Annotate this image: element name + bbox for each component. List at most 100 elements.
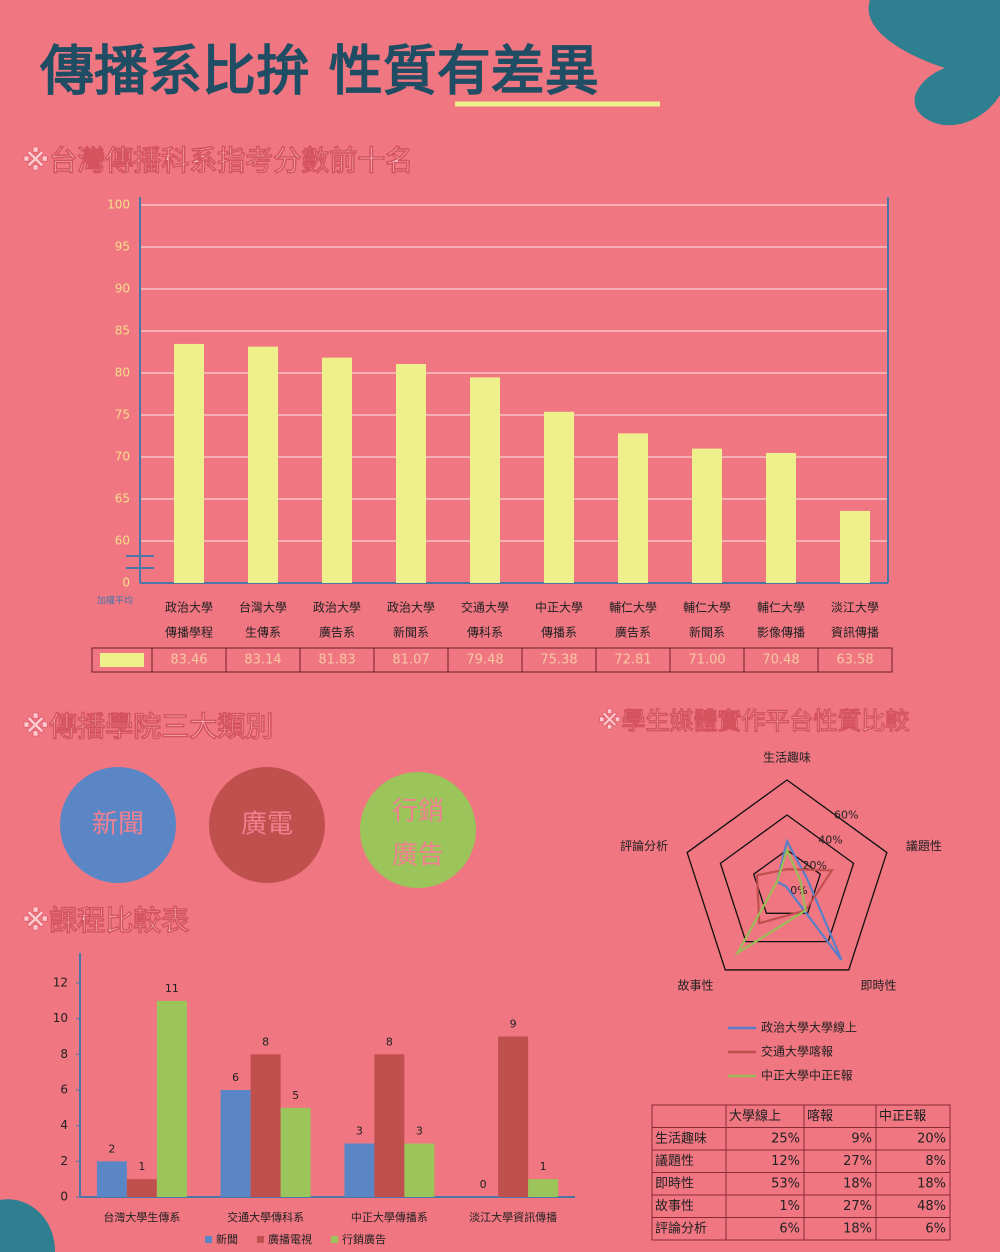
type-label: 廣告 — [392, 841, 444, 871]
bar — [470, 377, 500, 583]
type-circle — [209, 767, 325, 883]
bar — [692, 448, 722, 583]
section-title: ※傳播學院三大類別 — [22, 710, 273, 743]
data-label: 9 — [510, 1018, 517, 1031]
section-title: ※課程比較表 — [22, 904, 189, 937]
x-tick-label: 傳科系 — [467, 626, 503, 640]
bar — [126, 1179, 157, 1197]
x-tick-label: 政治大學 — [165, 601, 213, 615]
table-cell — [817, 647, 893, 673]
data-label: 2 — [108, 1142, 115, 1155]
value-label: 83.14 — [244, 653, 281, 668]
bar — [280, 1107, 311, 1197]
y-tick-label: 60 — [115, 534, 130, 548]
r-tick-label: 40% — [818, 834, 842, 847]
value-label: 71.00 — [688, 653, 725, 668]
axis-label: 評論分析 — [620, 838, 668, 853]
axis-label: 生活趣味 — [763, 750, 811, 765]
r-tick-label: 20% — [803, 859, 827, 872]
legend-label: 廣播電視 — [268, 1232, 312, 1246]
value-label: 72.81 — [614, 653, 651, 668]
x-tick-label: 交通大學 — [461, 600, 509, 615]
legend-label: 行銷廣告 — [342, 1232, 386, 1246]
bar — [322, 357, 352, 583]
y-tick-label: 10 — [53, 1011, 68, 1025]
section-title: ※台灣傳播科系指考分數前十名 — [22, 144, 413, 177]
x-tick-label: 台灣大學生傳系 — [103, 1210, 180, 1224]
bar — [766, 452, 796, 583]
x-tick-label: 資訊傳播 — [831, 625, 879, 640]
y-tick-label: 95 — [115, 240, 130, 254]
data-label: 3 — [416, 1125, 423, 1138]
grid-ring — [686, 779, 888, 971]
x-tick-label: 政治大學 — [387, 601, 435, 615]
y-tick-label: 65 — [115, 492, 130, 506]
type-label: 廣電 — [241, 810, 293, 840]
x-tick-label: 中正大學 — [535, 600, 583, 615]
y-tick-label: 85 — [115, 324, 130, 338]
table-text: 25% — [771, 1131, 800, 1146]
x-tick-label: 廣告系 — [319, 626, 355, 640]
y-tick-label: 100 — [107, 198, 130, 212]
table-text: 18% — [843, 1221, 872, 1236]
x-tick-label: 生傳系 — [245, 626, 281, 640]
table-text: 27% — [843, 1199, 872, 1214]
table-text: 8% — [925, 1154, 946, 1169]
table-text: 27% — [843, 1154, 872, 1169]
table-cell — [875, 1217, 951, 1241]
y-tick-label: 2 — [60, 1154, 68, 1168]
y-tick-label: 12 — [53, 976, 68, 990]
bar — [404, 1143, 435, 1197]
x-tick-label: 台灣大學 — [239, 600, 287, 615]
y-tick-label: 80 — [115, 366, 130, 380]
x-tick-label: 廣告系 — [615, 626, 651, 640]
legend-swatch — [331, 1236, 338, 1243]
table-text: 48% — [917, 1199, 946, 1214]
y-tick-label: 0 — [60, 1190, 68, 1204]
page-title: 傳播系比拚 性質有差異 — [39, 40, 599, 103]
bar — [96, 1161, 127, 1197]
legend-label: 中正大學中正E報 — [761, 1068, 853, 1083]
value-label: 83.46 — [170, 653, 207, 668]
data-label: 0 — [480, 1178, 487, 1191]
legend-label: 新聞 — [216, 1232, 238, 1246]
radar-series — [734, 846, 807, 957]
legend-swatch — [100, 653, 144, 667]
bar — [248, 346, 278, 583]
value-label: 70.48 — [762, 653, 799, 668]
data-label: 8 — [386, 1035, 393, 1048]
data-label: 8 — [262, 1035, 269, 1048]
table-text: 9% — [851, 1131, 872, 1146]
bar — [840, 510, 870, 583]
x-tick-label: 淡江大學資訊傳播 — [469, 1210, 557, 1224]
axis-label: 故事性 — [678, 978, 714, 993]
table-text: 53% — [771, 1176, 800, 1191]
y-tick-label: 0 — [122, 576, 130, 590]
bar — [174, 343, 204, 583]
axis-label: 即時性 — [860, 979, 896, 993]
table-text: 議題性 — [655, 1154, 694, 1169]
x-tick-label: 傳播系 — [541, 626, 577, 640]
y-tick-label: 70 — [115, 450, 130, 464]
bar — [528, 1179, 559, 1197]
table-text: 故事性 — [655, 1199, 694, 1214]
r-tick-label: 60% — [834, 808, 858, 821]
bar — [618, 433, 648, 583]
legend-swatch — [257, 1236, 264, 1243]
x-tick-label: 淡江大學 — [831, 601, 879, 615]
section-title: ※學生媒體實作平台性質比較 — [598, 707, 910, 735]
type-label: 行銷 — [392, 797, 444, 827]
table-text: 18% — [917, 1176, 946, 1191]
x-tick-label: 交通大學傳科系 — [227, 1210, 304, 1224]
x-tick-label: 輔仁大學 — [609, 601, 657, 615]
x-tick-label: 新聞系 — [393, 625, 429, 640]
bar — [374, 1054, 405, 1197]
value-label: 63.58 — [836, 653, 873, 668]
legend-label: 交通大學喀報 — [761, 1044, 833, 1059]
data-label: 1 — [138, 1160, 145, 1173]
legend-label: 政治大學大學線上 — [761, 1020, 857, 1035]
bar — [156, 1000, 187, 1197]
radar-series — [755, 868, 834, 925]
